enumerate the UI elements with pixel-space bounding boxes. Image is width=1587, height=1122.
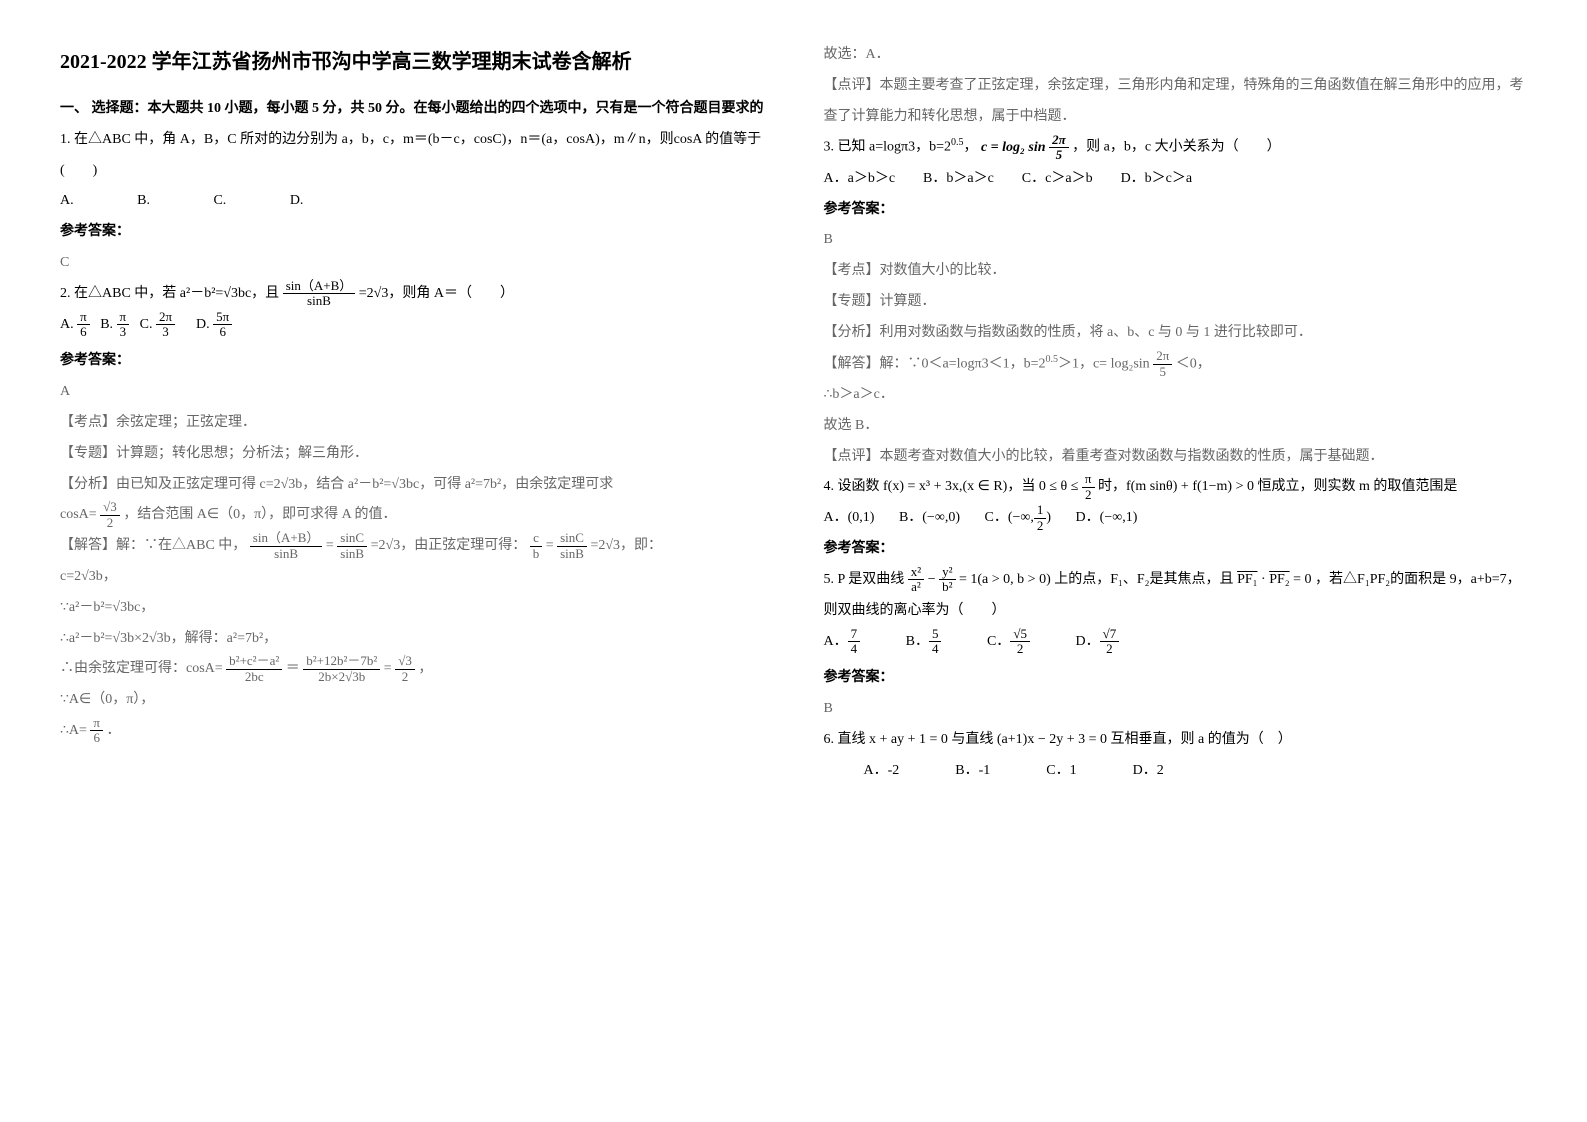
r-comment1: 【点评】本题主要考查了正弦定理，余弦定理，三角形内角和定理，特殊角的三角函数值在…: [824, 71, 1528, 133]
q2-choice-a: A. π6: [60, 317, 93, 332]
q2-answer: A: [60, 377, 764, 408]
q5-answer: B: [824, 694, 1528, 725]
q4-b: B．(−∞,0): [899, 510, 960, 525]
q6-stem: 6. 直线 x + ay + 1 = 0 与直线 (a+1)x − 2y + 3…: [824, 725, 1528, 756]
q5-b: B．54: [906, 634, 942, 649]
q5-stem: 5. P 是双曲线 x²a² − y²b² = 1(a > 0, b > 0) …: [824, 565, 1528, 627]
q2-solution-1: 【解答】解：∵在△ABC 中， sin（A+B）sinB = sinCsinB …: [60, 531, 764, 562]
q3-c-expr: c = log₂ sin: [981, 140, 1046, 155]
q3-answer: B: [824, 225, 1528, 256]
q2-kp2: 【专题】计算题；转化思想；分析法；解三角形．: [60, 439, 764, 470]
q3-kp1: 【考点】对数值大小的比较．: [824, 256, 1528, 287]
q3-sol1: 【解答】解：∵0＜a=logπ3＜1，b=20.5＞1，c= log₂sin 2…: [824, 349, 1528, 380]
q1-stem: 1. 在△ABC 中，角 A，B，C 所对的边分别为 a，b，c，m＝(b－c，…: [60, 125, 764, 187]
q1-choice-c: C.: [213, 186, 226, 217]
q5-a: A．74: [824, 634, 861, 649]
q5-d: D．√72: [1075, 634, 1119, 649]
section-1-heading: 一、 选择题：本大题共 10 小题，每小题 5 分，共 50 分。在每小题给出的…: [60, 94, 764, 125]
r-line1: 故选：A．: [824, 40, 1528, 71]
q5-choices: A．74 B．54 C．√52 D．√72: [824, 627, 1528, 658]
q3-choices: A．a＞b＞c B．b＞a＞c C．c＞a＞b D．b＞c＞a: [824, 164, 1528, 195]
q2-choice-d: D. 5π6: [196, 317, 232, 332]
q1-choice-a: A.: [60, 186, 74, 217]
q3-stem: 3. 已知 a=logπ3，b=20.5， c = log₂ sin 2π5 ，…: [824, 132, 1528, 163]
q2-sol-g: ∵A∈（0，π），: [60, 685, 764, 716]
left-column: 2021-2022 学年江苏省扬州市邗沟中学高三数学理期末试卷含解析 一、 选择…: [60, 40, 764, 787]
q1-choices: A. B. C. D.: [60, 186, 764, 217]
q1-answer: C: [60, 248, 764, 279]
q4-a: A．(0,1): [824, 510, 875, 525]
q3-kp3: 【分析】利用对数函数与指数函数的性质，将 a、b、c 与 0 与 1 进行比较即…: [824, 318, 1528, 349]
q1-choice-d: D.: [290, 186, 304, 217]
q2-frac-num: sin（A+B）: [283, 279, 356, 294]
q2-frac-den: sinB: [283, 294, 356, 308]
q1-choice-b: B.: [137, 186, 150, 217]
answer-label-5: 参考答案：: [824, 663, 1528, 694]
q2-sol-d: ∵a²－b²=√3bc，: [60, 593, 764, 624]
q5-vector: PF₁: [1237, 572, 1257, 587]
q3-sol2: ∴b＞a＞c．: [824, 380, 1528, 411]
q5-c: C．√52: [987, 634, 1030, 649]
exam-title: 2021-2022 学年江苏省扬州市邗沟中学高三数学理期末试卷含解析: [60, 40, 764, 84]
q2-sol-e: ∴a²－b²=√3b×2√3b，解得：a²=7b²，: [60, 624, 764, 655]
answer-label: 参考答案：: [60, 217, 764, 248]
answer-label-4: 参考答案：: [824, 534, 1528, 565]
q4-c: C．(−∞,12): [984, 510, 1051, 525]
q2-text-a: 2. 在△ABC 中，若 a²－b²=√3bc，且: [60, 286, 279, 301]
q3-kp2: 【专题】计算题．: [824, 287, 1528, 318]
q2-choice-c: C. 2π3: [140, 317, 179, 332]
q2-choice-b: B. π3: [100, 317, 132, 332]
q6-choices: A．-2 B．-1 C．1 D．2: [824, 756, 1528, 787]
right-column: 故选：A． 【点评】本题主要考查了正弦定理，余弦定理，三角形内角和定理，特殊角的…: [824, 40, 1528, 787]
q2-fraction: sin（A+B） sinB: [283, 279, 356, 309]
q2-choices: A. π6 B. π3 C. 2π3 D. 5π6: [60, 310, 764, 341]
q2-sol-h: ∴A= π6 ．: [60, 716, 764, 747]
q2-stem: 2. 在△ABC 中，若 a²－b²=√3bc，且 sin（A+B） sinB …: [60, 279, 764, 310]
q2-sol-c: c=2√3b，: [60, 562, 764, 593]
q4-choices: A．(0,1) B．(−∞,0) C．(−∞,12) D．(−∞,1): [824, 503, 1528, 534]
q4-stem: 4. 设函数 f(x) = x³ + 3x,(x ∈ R)，当 0 ≤ θ ≤ …: [824, 472, 1528, 503]
q2-analysis: 【分析】由已知及正弦定理可得 c=2√3b，结合 a²－b²=√3bc，可得 a…: [60, 470, 764, 532]
q2-kp1: 【考点】余弦定理；正弦定理．: [60, 408, 764, 439]
answer-label-3: 参考答案：: [824, 195, 1528, 226]
answer-label-2: 参考答案：: [60, 346, 764, 377]
q3-sol3: 故选 B．: [824, 411, 1528, 442]
q2-sol-f: ∴由余弦定理可得：cosA= b²+c²－a²2bc ＝ b²+12b²－7b²…: [60, 654, 764, 685]
r-comment2: 【点评】本题考查对数值大小的比较，着重考查对数函数与指数函数的性质，属于基础题．: [824, 442, 1528, 473]
q4-d: D．(−∞,1): [1076, 510, 1138, 525]
q2-text-b: =2√3，则角 A＝（ ）: [359, 286, 514, 301]
